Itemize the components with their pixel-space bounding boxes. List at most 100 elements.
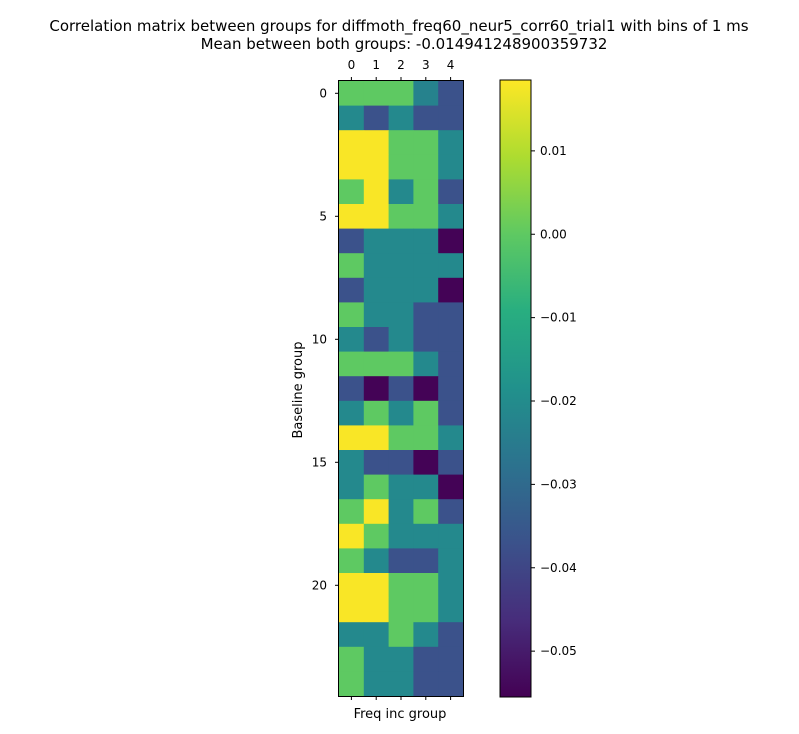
heatmap-cell — [388, 351, 414, 377]
heatmap-cell — [363, 474, 389, 500]
heatmap-cell — [339, 425, 365, 451]
heatmap-cell — [438, 671, 464, 697]
heatmap-cells — [339, 81, 464, 697]
heatmap-cell — [363, 548, 389, 574]
heatmap-cell — [438, 302, 464, 328]
heatmap-cell — [438, 228, 464, 254]
heatmap-cell — [363, 499, 389, 525]
heatmap-cell — [388, 597, 414, 623]
heatmap-cell — [413, 105, 439, 131]
heatmap-cell — [413, 474, 439, 500]
heatmap-cell — [363, 327, 389, 352]
heatmap-cell — [413, 327, 439, 352]
x-axis-label: Freq inc group — [354, 707, 447, 722]
y-tick-label: 5 — [319, 209, 327, 223]
heatmap-cell — [413, 302, 439, 328]
heatmap-cell — [339, 376, 365, 402]
heatmap-cell — [413, 179, 439, 205]
heatmap-cell — [388, 130, 414, 156]
heatmap-cell — [363, 253, 389, 279]
heatmap-cell — [363, 597, 389, 623]
heatmap-cell — [388, 573, 414, 598]
heatmap-cell — [388, 671, 414, 697]
heatmap-cell — [388, 179, 414, 205]
heatmap-cell — [413, 204, 439, 229]
heatmap-cell — [363, 400, 389, 426]
colorbar-tick-label: −0.04 — [540, 561, 577, 575]
heatmap-cell — [363, 204, 389, 229]
heatmap-cell — [413, 228, 439, 254]
y-tick-label: 15 — [312, 455, 327, 469]
heatmap-cell — [438, 277, 464, 303]
colorbar-tick-label: −0.03 — [540, 477, 577, 491]
heatmap-cell — [339, 499, 365, 525]
heatmap-cell — [388, 253, 414, 279]
heatmap-cell — [438, 573, 464, 598]
heatmap-cell — [413, 253, 439, 279]
heatmap-cell — [388, 622, 414, 648]
heatmap-cell — [438, 179, 464, 205]
heatmap-cell — [363, 277, 389, 303]
heatmap-cell — [363, 671, 389, 697]
heatmap-cell — [438, 154, 464, 180]
heatmap-cell — [363, 523, 389, 549]
heatmap-cell — [438, 130, 464, 156]
heatmap-cell — [438, 646, 464, 672]
heatmap-cell — [339, 548, 365, 574]
heatmap-cell — [388, 425, 414, 451]
chart-title-line-1: Correlation matrix between groups for di… — [49, 17, 748, 36]
heatmap-cell — [388, 154, 414, 180]
heatmap-cell — [413, 154, 439, 180]
heatmap-cell — [388, 302, 414, 328]
heatmap-cell — [438, 622, 464, 648]
heatmap-cell — [388, 327, 414, 352]
y-tick-label: 10 — [312, 332, 327, 346]
heatmap-cell — [363, 228, 389, 254]
heatmap-cell — [363, 81, 389, 106]
heatmap-cell — [363, 573, 389, 598]
y-axis-label: Baseline group — [291, 341, 306, 438]
heatmap-cell — [438, 548, 464, 574]
x-tick-label: 2 — [397, 58, 405, 72]
heatmap-cell — [438, 81, 464, 106]
heatmap-cell — [339, 573, 365, 598]
heatmap-cell — [363, 302, 389, 328]
heatmap-cell — [339, 179, 365, 205]
y-axis-ticks: 0 5 10 15 20 — [312, 86, 339, 592]
heatmap-cell — [339, 302, 365, 328]
heatmap-cell — [339, 671, 365, 697]
heatmap-cell — [388, 81, 414, 106]
heatmap-cell — [413, 499, 439, 525]
heatmap-cell — [413, 573, 439, 598]
heatmap-cell — [438, 597, 464, 623]
heatmap-cell — [339, 474, 365, 500]
heatmap-cell — [438, 351, 464, 377]
heatmap-cell — [339, 523, 365, 549]
colorbar — [499, 79, 532, 698]
heatmap-cell — [388, 474, 414, 500]
y-tick-label: 20 — [312, 578, 327, 592]
heatmap-cell — [363, 646, 389, 672]
colorbar-tick-label: −0.02 — [540, 394, 577, 408]
heatmap-cell — [363, 425, 389, 451]
colorbar-tick-label: 0.01 — [540, 144, 567, 158]
heatmap-cell — [339, 277, 365, 303]
heatmap-cell — [363, 622, 389, 648]
heatmap-cell — [339, 400, 365, 426]
x-tick-label: 1 — [372, 58, 380, 72]
heatmap-cell — [339, 327, 365, 352]
heatmap-cell — [438, 105, 464, 131]
chart-title-line-2: Mean between both groups: -0.01494124890… — [201, 35, 608, 53]
heatmap-cell — [388, 548, 414, 574]
heatmap-cell — [363, 179, 389, 205]
heatmap-cell — [388, 277, 414, 303]
heatmap-cell — [413, 622, 439, 648]
heatmap-cell — [388, 523, 414, 549]
heatmap-cell — [388, 204, 414, 229]
colorbar-ticks: 0.01 0.00 −0.01 −0.02 −0.03 −0.04 −0.05 — [531, 144, 577, 658]
heatmap-cell — [388, 376, 414, 402]
heatmap-cell — [413, 376, 439, 402]
heatmap-cell — [438, 523, 464, 549]
heatmap-cell — [438, 474, 464, 500]
